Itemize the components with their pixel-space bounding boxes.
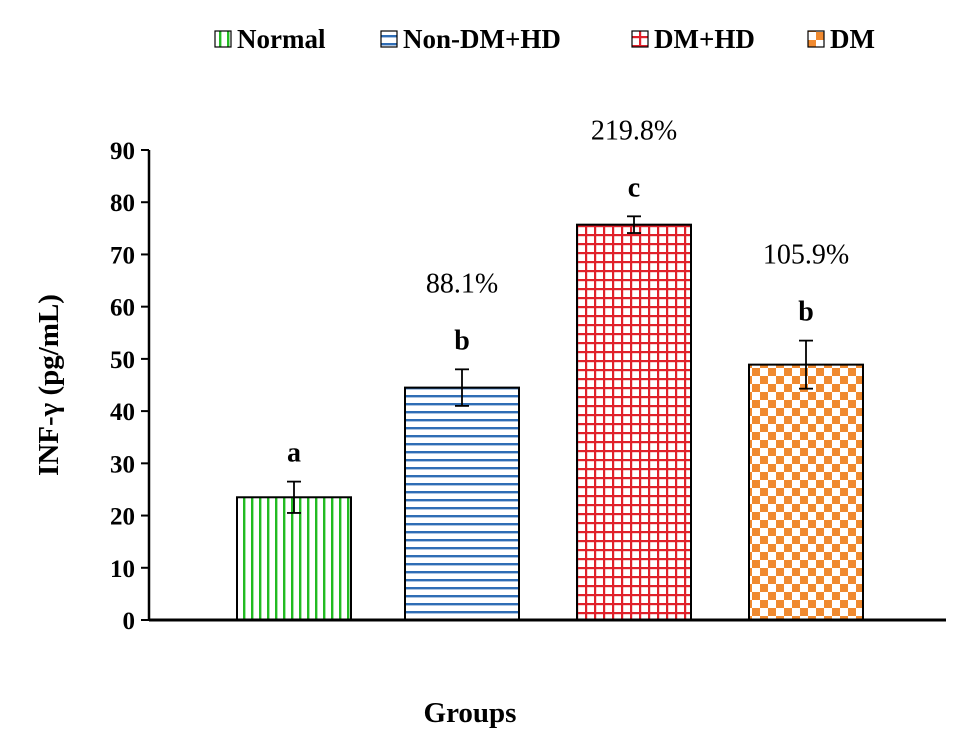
percent-label: 88.1% xyxy=(426,268,498,299)
legend-label: Normal xyxy=(237,24,326,54)
legend-label: DM+HD xyxy=(654,24,755,54)
legend: Normal Non-DM+HD DM+HD DM xyxy=(214,24,875,54)
legend-swatch-dm-hd xyxy=(631,30,649,48)
legend-swatch-non-dm-hd xyxy=(380,30,398,48)
y-tick-label: 0 xyxy=(123,608,136,635)
y-axis-title: INF-γ (pg/mL) xyxy=(33,294,65,476)
legend-label: DM xyxy=(830,24,875,54)
legend-swatch-dm xyxy=(807,30,825,48)
significance-letter: c xyxy=(628,172,640,203)
legend-label: Non-DM+HD xyxy=(403,24,561,54)
bar-normal xyxy=(236,496,352,621)
y-tick-label: 50 xyxy=(110,347,135,374)
percent-label: 219.8% xyxy=(591,115,677,146)
y-tick-label: 80 xyxy=(110,190,135,217)
bar-dm xyxy=(748,363,864,621)
y-tick-label: 90 xyxy=(110,138,135,165)
y-tick-label: 10 xyxy=(110,556,135,583)
y-tick-label: 60 xyxy=(110,295,135,322)
significance-letter: b xyxy=(454,325,470,356)
significance-letter: a xyxy=(287,438,301,469)
significance-letter: b xyxy=(798,297,814,328)
legend-swatch-normal xyxy=(214,30,232,48)
y-axis: 0 10 20 30 40 50 60 70 80 90 xyxy=(110,138,151,635)
bar-dm-hd xyxy=(576,223,692,622)
x-axis-title: Groups xyxy=(424,697,517,729)
bar-non-dm-hd xyxy=(404,386,520,621)
percent-label: 105.9% xyxy=(763,240,849,271)
bars: a b 88.1% c 219.8% b 105.9% xyxy=(236,115,864,622)
y-tick-label: 40 xyxy=(110,399,135,426)
y-tick-label: 20 xyxy=(110,504,135,531)
y-tick-label: 30 xyxy=(110,451,135,478)
y-tick-label: 70 xyxy=(110,242,135,269)
